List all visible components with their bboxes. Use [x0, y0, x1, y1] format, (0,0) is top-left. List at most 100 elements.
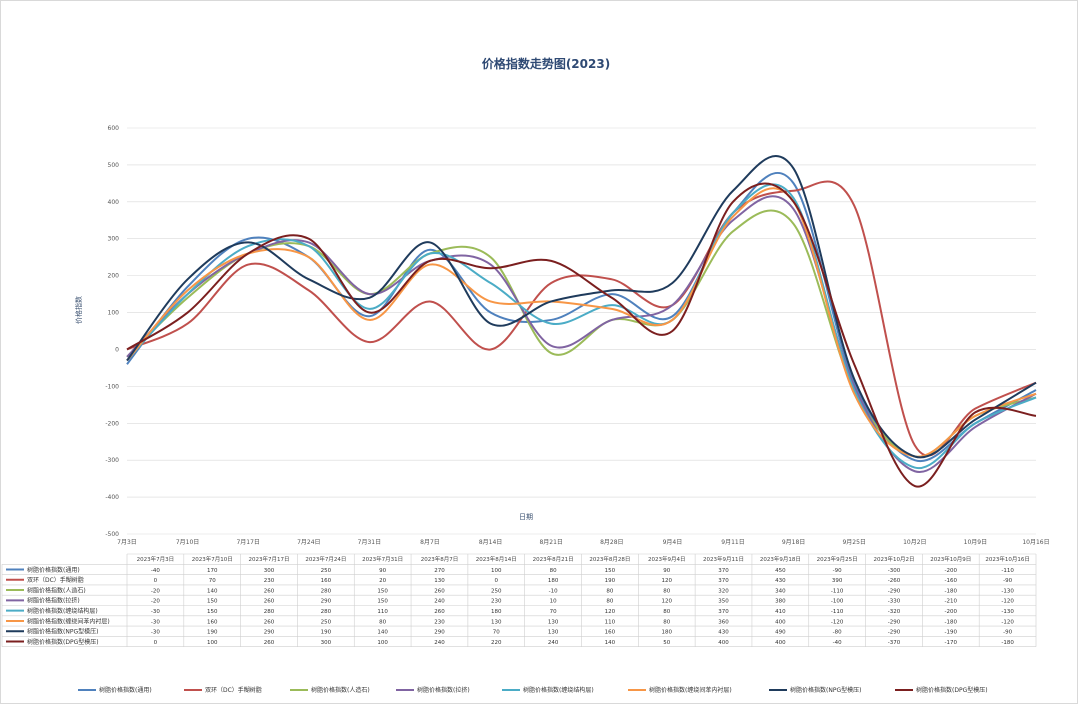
- y-tick-label: -400: [105, 494, 119, 501]
- table-value-cell: 170: [207, 568, 218, 574]
- table-header-cell: 2023年9月25日: [817, 555, 858, 563]
- x-tick-label: 8月21日: [539, 539, 562, 546]
- table-value-cell: 0: [154, 640, 158, 646]
- chart-title: 价格指数走势图(2023): [482, 56, 610, 71]
- table-value-cell: 300: [321, 640, 332, 646]
- x-tick-label: 9月18日: [782, 539, 805, 546]
- table-value-cell: -260: [888, 578, 901, 584]
- table-series-name: 双环（DC）手糊树脂: [27, 576, 84, 584]
- table-value-cell: -170: [945, 640, 958, 646]
- table-value-cell: 290: [264, 630, 275, 636]
- table-header-cell: 2023年10月9日: [930, 555, 971, 563]
- table-series-name: 树脂价格指数(拉挤): [27, 597, 80, 605]
- table-value-cell: 370: [718, 568, 729, 574]
- table-value-cell: -90: [833, 568, 842, 574]
- table-value-cell: 190: [321, 630, 332, 636]
- y-tick-label: 300: [108, 236, 120, 243]
- table-value-cell: 120: [605, 609, 616, 615]
- table-series-name: 树脂价格指数(缠绕结构层): [27, 607, 98, 615]
- x-tick-label: 7月24日: [297, 539, 320, 546]
- table-value-cell: 160: [605, 630, 616, 636]
- table-value-cell: 490: [775, 630, 786, 636]
- table-value-cell: 180: [661, 630, 672, 636]
- table-value-cell: 50: [663, 640, 670, 646]
- table-value-cell: 130: [491, 619, 502, 625]
- table-value-cell: 140: [207, 588, 218, 594]
- table-value-cell: 20: [379, 578, 386, 584]
- table-value-cell: 290: [434, 630, 445, 636]
- legend-label: 树脂价格指数(拉挤): [417, 686, 470, 694]
- table-value-cell: 120: [661, 599, 672, 605]
- table-value-cell: 450: [775, 568, 786, 574]
- table-series-name: 树脂价格指数(通用): [27, 566, 80, 574]
- table-value-cell: 290: [321, 599, 332, 605]
- table-value-cell: -120: [1001, 619, 1014, 625]
- table-header-cell: 2023年7月17日: [249, 555, 290, 563]
- table-value-cell: 400: [775, 619, 786, 625]
- table-value-cell: 370: [718, 609, 729, 615]
- y-tick-labels: -500 -400 -300 -200 -100 0 100 200 300 400 500 600: [105, 125, 119, 538]
- table-value-cell: -210: [945, 599, 958, 605]
- legend: 树脂价格指数(通用) 双环（DC）手糊树脂 树脂价格指数(人造石) 树脂价格指数(拉挤…: [78, 686, 988, 694]
- table-value-cell: -80: [833, 630, 842, 636]
- table-value-cell: 280: [264, 609, 275, 615]
- table-value-cell: -40: [833, 640, 842, 646]
- y-tick-label: 0: [115, 346, 119, 353]
- series-line-7: [126, 182, 1037, 488]
- y-tick-label: -500: [105, 531, 119, 538]
- x-axis-label: 日期: [519, 513, 533, 521]
- table-value-cell: -180: [1001, 640, 1014, 646]
- table-value-cell: 160: [321, 578, 332, 584]
- table-value-cell: 80: [663, 609, 670, 615]
- table-value-cell: 410: [775, 609, 786, 615]
- table-value-cell: 70: [493, 630, 500, 636]
- table-value-cell: 240: [434, 599, 445, 605]
- table-value-cell: 180: [548, 578, 559, 584]
- table-value-cell: 360: [718, 619, 729, 625]
- y-tick-label: 500: [108, 162, 120, 169]
- table-value-cell: 400: [775, 640, 786, 646]
- table-value-cell: 250: [321, 619, 332, 625]
- table-value-cell: 300: [264, 568, 275, 574]
- table-value-cell: 400: [718, 640, 729, 646]
- table-value-cell: 190: [207, 630, 218, 636]
- table-value-cell: 70: [209, 578, 216, 584]
- table-header-cell: 2023年8月28日: [589, 555, 630, 563]
- series-line-1: [126, 180, 1037, 457]
- table-value-cell: -10: [549, 588, 558, 594]
- y-axis-label: 价格指数: [74, 296, 83, 324]
- table-value-cell: 140: [377, 630, 388, 636]
- legend-label: 树脂价格指数(缠绕结构层): [523, 686, 594, 694]
- table-value-cell: 230: [491, 599, 502, 605]
- y-tick-label: 200: [108, 273, 120, 280]
- table-value-cell: -300: [888, 568, 901, 574]
- table-value-cell: 150: [377, 588, 388, 594]
- table-value-cell: 100: [207, 640, 218, 646]
- x-tick-label: 9月4日: [663, 539, 683, 546]
- x-tick-label: 10月16日: [1022, 539, 1049, 546]
- table-value-cell: -30: [151, 630, 160, 636]
- table-value-cell: -120: [1001, 599, 1014, 605]
- table-value-cell: 0: [154, 578, 158, 584]
- table-value-cell: 140: [605, 640, 616, 646]
- table-value-cell: 110: [377, 609, 388, 615]
- table-header-cell: 2023年9月4日: [648, 555, 686, 563]
- x-tick-label: 8月28日: [600, 539, 623, 546]
- table-value-cell: -200: [945, 568, 958, 574]
- table-value-cell: 280: [321, 609, 332, 615]
- x-tick-label: 9月25日: [842, 539, 865, 546]
- table-value-cell: -130: [1001, 588, 1014, 594]
- table-value-cell: 370: [718, 578, 729, 584]
- table-value-cell: 150: [377, 599, 388, 605]
- table-value-cell: 260: [434, 588, 445, 594]
- table-value-cell: 430: [775, 578, 786, 584]
- table-value-cell: 130: [548, 619, 559, 625]
- x-tick-label: 9月11日: [721, 539, 744, 546]
- table-value-cell: -320: [888, 609, 901, 615]
- table-value-cell: 150: [207, 609, 218, 615]
- table-value-cell: 260: [264, 599, 275, 605]
- table-value-cell: 260: [264, 619, 275, 625]
- table-header-cell: 2023年8月14日: [476, 555, 517, 563]
- table-value-cell: 160: [207, 619, 218, 625]
